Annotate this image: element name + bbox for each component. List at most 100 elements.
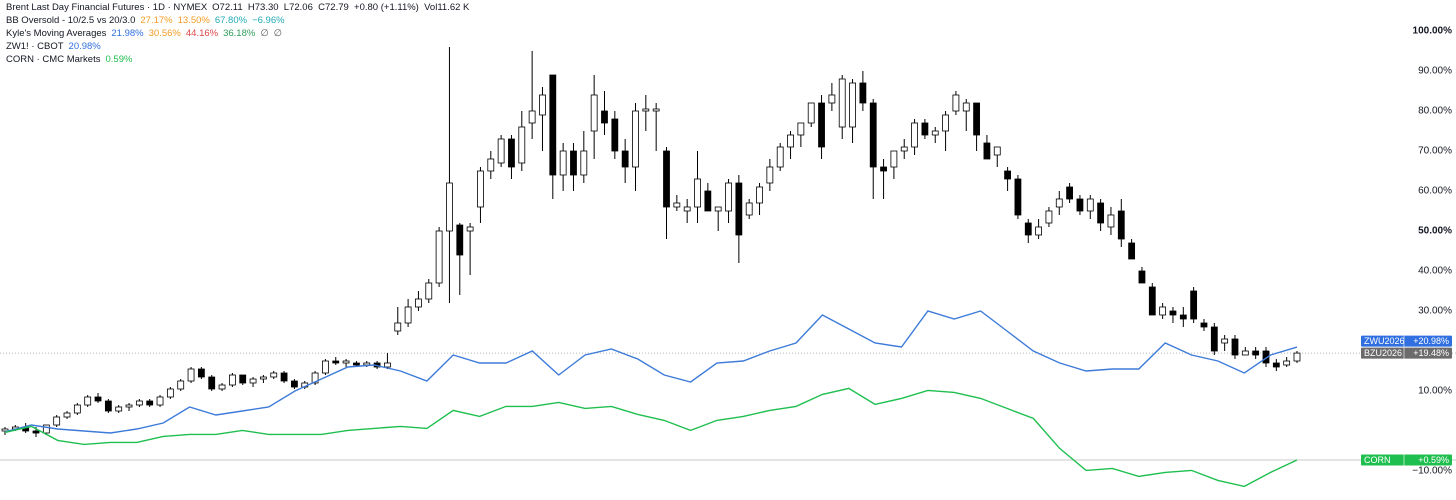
- candle-body: [259, 376, 267, 380]
- candle-body: [239, 374, 247, 384]
- price-tag-bg: [1361, 454, 1452, 466]
- candle-body: [1045, 210, 1053, 224]
- candle-body: [446, 182, 453, 232]
- candle-body: [663, 150, 670, 208]
- price-tag-value: +19.48%: [1413, 348, 1449, 358]
- candle-body: [135, 400, 143, 406]
- candle-body: [1179, 314, 1187, 320]
- candle-body: [590, 94, 598, 132]
- candle-body: [559, 150, 567, 176]
- candle-body: [1169, 310, 1177, 316]
- candle-body: [694, 178, 701, 208]
- candle-body: [1066, 186, 1074, 200]
- candle-body: [384, 362, 391, 368]
- candle-body: [797, 122, 805, 136]
- price-tag: CORN +0.59%: [1361, 454, 1452, 466]
- candle-body: [1200, 322, 1208, 328]
- legend-indicator-value: 30.56%: [148, 28, 181, 39]
- candle-body: [1231, 338, 1239, 356]
- legend-indicator-value: 67.80%: [214, 15, 248, 26]
- candle-body: [900, 146, 908, 152]
- candle-body: [415, 298, 422, 308]
- legend-indicator-value: ∅: [260, 28, 269, 39]
- candle-body: [704, 190, 712, 212]
- candle-body: [849, 82, 856, 128]
- candle-body: [291, 380, 298, 388]
- candle-body: [931, 130, 939, 136]
- line-series: [4, 387, 1298, 488]
- candle-body: [1055, 198, 1063, 208]
- candle-body: [477, 170, 484, 208]
- candle-body: [921, 122, 929, 136]
- candle-body: [528, 110, 536, 124]
- legend-row: BB Oversold - 10/2.5 vs 20/3.0 27.17% 13.5…: [6, 14, 474, 27]
- candle-body: [53, 416, 61, 426]
- legend-indicator-value: 21.98%: [111, 28, 144, 39]
- price-tag-bg: [1361, 335, 1452, 347]
- candle-body: [828, 94, 836, 104]
- legend-row: Brent Last Day Financial Futures · 1D · …: [6, 1, 474, 14]
- candle-body: [1128, 242, 1136, 260]
- candle-body: [611, 118, 619, 152]
- candle-body: [652, 108, 660, 112]
- candle-body: [1148, 286, 1156, 316]
- candle-body: [1086, 198, 1094, 212]
- candle-body: [1117, 210, 1125, 240]
- candle-body: [807, 102, 815, 124]
- candle-body: [104, 400, 112, 412]
- candle-body: [94, 396, 102, 402]
- candle-body: [208, 376, 216, 390]
- candle-body: [745, 202, 753, 216]
- legend: Brent Last Day Financial Futures · 1D · …: [6, 1, 474, 66]
- candle-body: [466, 226, 474, 232]
- y-tick-label: 50.00%: [1418, 226, 1452, 237]
- candle-body: [632, 110, 639, 168]
- candle-body: [683, 206, 691, 212]
- legend-indicator-name: Kyle's Moving Averages: [6, 28, 107, 39]
- legend-indicator-value: ∅: [273, 28, 282, 39]
- legend-indicator-value: 44.16%: [185, 28, 219, 39]
- candle-body: [1272, 362, 1280, 368]
- legend-indicator-value: 13.50%: [177, 15, 210, 26]
- candle-body: [725, 182, 732, 212]
- legend-row: CORN · CMC Markets 0.59%: [6, 53, 474, 66]
- candle-body: [1107, 214, 1115, 228]
- price-tag-value: +20.98%: [1413, 336, 1449, 346]
- candle-body: [353, 362, 360, 366]
- candle-body: [993, 146, 1001, 156]
- candle-body: [983, 142, 991, 160]
- price-tag-bg: [1361, 347, 1452, 359]
- candle-body: [249, 378, 257, 384]
- legend-row: ZW1! · CBOT 20.98%: [6, 40, 474, 53]
- y-tick-label: 90.00%: [1418, 66, 1452, 77]
- candle-body: [32, 430, 40, 434]
- legend-indicator-value: 20.98%: [68, 41, 101, 52]
- candle-body: [404, 306, 412, 324]
- candle-body: [580, 150, 588, 176]
- y-tick-label: 60.00%: [1418, 186, 1452, 197]
- candle-body: [425, 282, 433, 300]
- candle-body: [508, 138, 515, 168]
- legend-indicator-name: ZW1! · CBOT: [6, 41, 64, 52]
- candle-body: [838, 78, 846, 128]
- y-tick-label: −10.00%: [1412, 466, 1452, 477]
- candle-body: [714, 206, 722, 212]
- candle-body: [270, 372, 278, 378]
- price-tag: BZU2026 +19.48%: [1361, 347, 1452, 359]
- candle-body: [962, 102, 970, 112]
- y-tick-label: 10.00%: [1418, 386, 1452, 397]
- candle-body: [539, 94, 546, 116]
- candle-body: [322, 360, 329, 374]
- legend-indicator-name: CORN · CMC Markets: [6, 54, 101, 65]
- legend-title: Brent Last Day Financial Futures · 1D · …: [6, 2, 208, 13]
- line-series: [4, 310, 1298, 434]
- candle-body: [787, 134, 794, 148]
- legend-indicator-name: BB Oversold - 10/2.5 vs 20/3.0: [6, 15, 136, 26]
- y-tick-label: 100.00%: [1413, 26, 1453, 37]
- price-tag: ZWU2026 +20.98%: [1361, 335, 1452, 347]
- candle-body: [73, 404, 81, 414]
- candle-body: [1190, 290, 1198, 320]
- candle-body: [197, 368, 205, 378]
- price-tag-name: CORN: [1364, 455, 1391, 465]
